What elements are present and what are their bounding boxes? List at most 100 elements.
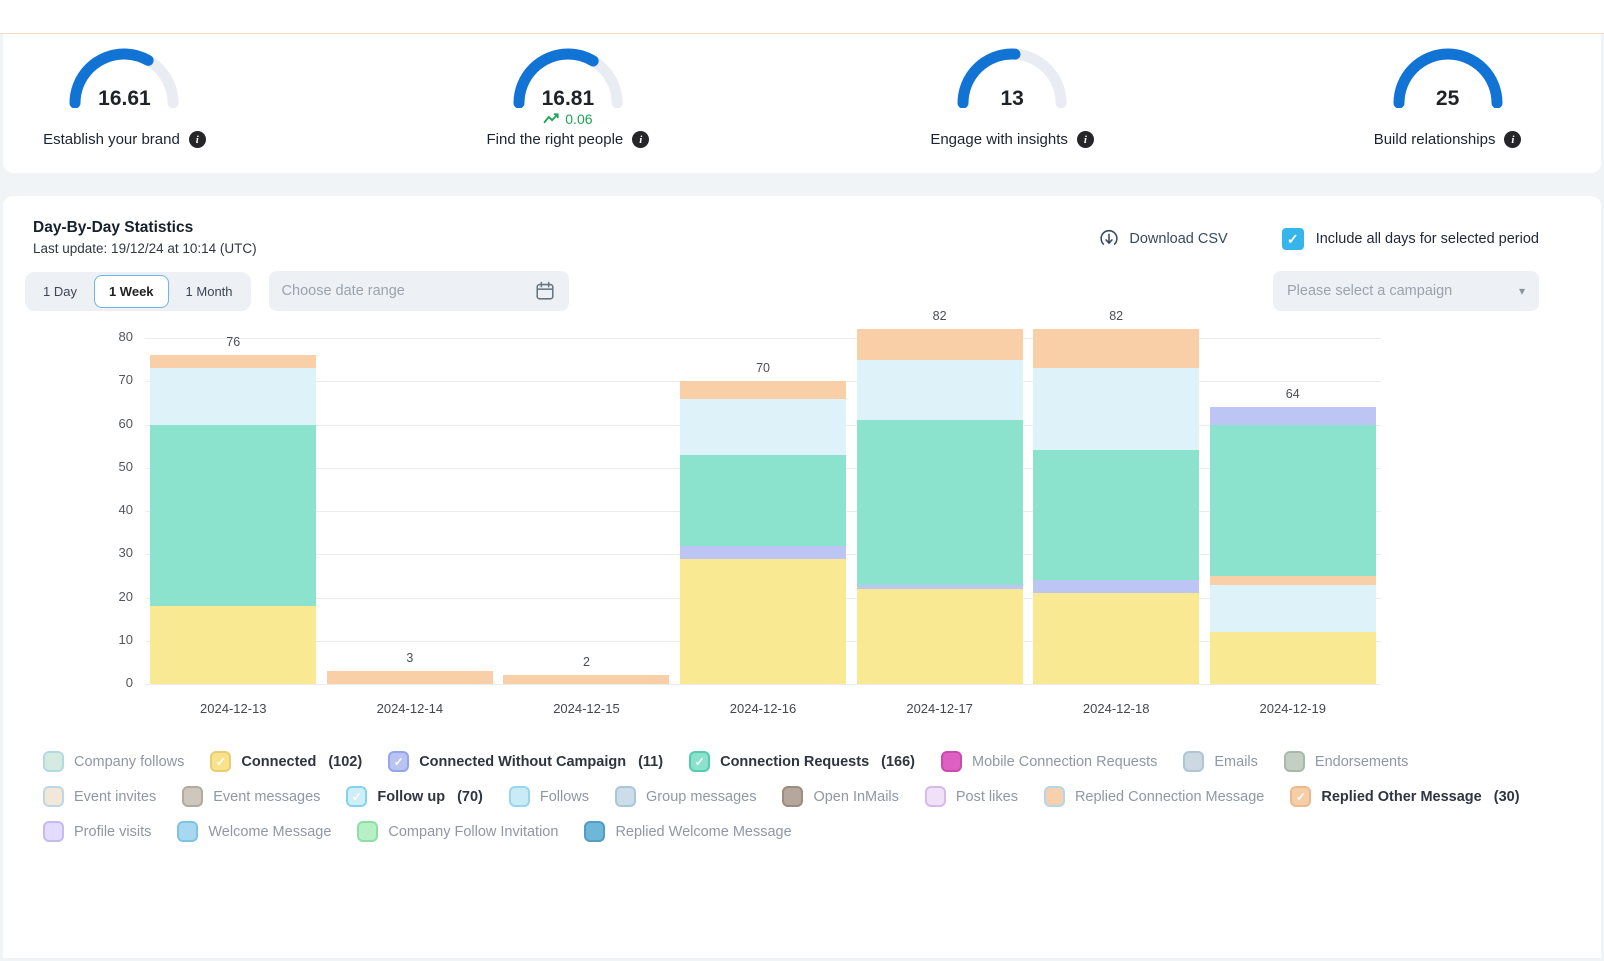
legend-item-follows[interactable]: Follows <box>508 786 590 807</box>
bar-segment-connected-without-campaign <box>856 584 1023 589</box>
checked-checkbox-icon[interactable] <box>388 751 410 772</box>
unchecked-checkbox-icon[interactable] <box>357 821 379 842</box>
info-icon[interactable] <box>632 131 650 148</box>
bar-stack <box>150 355 317 684</box>
y-axis-tick: 80 <box>118 329 133 344</box>
legend-item-company-follow-invitation[interactable]: Company Follow Invitation <box>357 821 558 842</box>
info-icon[interactable] <box>188 131 206 148</box>
checked-checkbox-icon[interactable] <box>1290 786 1312 807</box>
checked-checkbox-icon[interactable] <box>689 751 711 772</box>
legend-row: Company follows Connected (102) Connected W… <box>43 751 1601 772</box>
y-axis-tick: 20 <box>118 588 133 604</box>
bar-column-2024-12-14[interactable]: 3 2024-12-14 <box>322 338 499 724</box>
bar-segment-replied-other-message <box>680 381 846 399</box>
legend-item-welcome-message[interactable]: Welcome Message <box>177 821 331 842</box>
unchecked-checkbox-icon[interactable] <box>43 751 64 772</box>
bar-segment-connected <box>1033 593 1200 684</box>
unchecked-checkbox-icon[interactable] <box>924 786 946 807</box>
legend-item-mobile-connection-requests[interactable]: Mobile Connection Requests <box>941 751 1157 772</box>
legend-item-group-messages[interactable]: Group messages <box>615 786 756 807</box>
bar-column-2024-12-15[interactable]: 2 2024-12-15 <box>498 338 675 724</box>
unchecked-checkbox-icon[interactable] <box>43 821 64 842</box>
unchecked-checkbox-icon[interactable] <box>43 786 64 807</box>
legend-item-label: Replied Welcome Message <box>615 823 792 840</box>
campaign-select[interactable]: Please select a campaign <box>1273 271 1539 311</box>
bar-total-label: 76 <box>226 335 241 350</box>
legend-item-emails[interactable]: Emails <box>1183 751 1258 772</box>
unchecked-checkbox-icon[interactable] <box>782 786 804 807</box>
unchecked-checkbox-icon[interactable] <box>615 786 637 807</box>
period-button-1-week[interactable]: 1 Week <box>93 274 169 308</box>
legend-item-label: Replied Other Message <box>1321 788 1482 805</box>
legend-item-company-follows[interactable]: Company follows <box>43 751 184 772</box>
legend-item-event-messages[interactable]: Event messages <box>182 786 320 807</box>
legend-item-count: (30) <box>1493 788 1520 805</box>
unchecked-checkbox-icon[interactable] <box>1043 786 1065 807</box>
legend-item-label: Event invites <box>74 788 157 805</box>
bar-segment-replied-other-message <box>1033 329 1200 369</box>
bar-column-2024-12-17[interactable]: 82 2024-12-17 <box>851 309 1028 724</box>
period-button-1-day[interactable]: 1 Day <box>28 275 92 308</box>
legend-item-label: Post likes <box>955 788 1018 805</box>
legend-item-count: (70) <box>457 788 483 805</box>
legend-item-label: Mobile Connection Requests <box>972 753 1158 770</box>
include-all-days-checkbox[interactable] <box>1281 228 1304 250</box>
gauge-label-row: Establish your brand <box>43 131 206 148</box>
gauge-value: 16.81 <box>541 87 595 110</box>
legend-item-label: Follow up <box>377 788 446 805</box>
chart-legend: Company follows Connected (102) Connected W… <box>43 751 1601 842</box>
unchecked-checkbox-icon[interactable] <box>584 821 606 842</box>
legend-item-follow-up[interactable]: Follow up (70) <box>346 786 483 807</box>
date-range-input[interactable]: Choose date range <box>268 271 569 311</box>
bar-segment-connected-without-campaign <box>1033 580 1200 594</box>
legend-item-open-inmails[interactable]: Open InMails <box>782 786 899 807</box>
bar-column-2024-12-13[interactable]: 76 2024-12-13 <box>145 335 322 724</box>
y-axis-tick: 10 <box>118 631 133 647</box>
unchecked-checkbox-icon[interactable] <box>1283 751 1305 772</box>
y-axis-tick: 30 <box>118 545 133 561</box>
unchecked-checkbox-icon[interactable] <box>177 821 199 842</box>
bar-total-label: 2 <box>582 655 590 670</box>
legend-item-post-likes[interactable]: Post likes <box>924 786 1018 807</box>
legend-item-label: Follows <box>539 788 590 805</box>
legend-item-label: Company Follow Invitation <box>388 823 559 840</box>
legend-item-connected-without-campaign[interactable]: Connected Without Campaign (11) <box>388 751 663 772</box>
legend-item-connected[interactable]: Connected (102) <box>210 751 362 772</box>
unchecked-checkbox-icon[interactable] <box>941 751 962 772</box>
legend-item-endorsements[interactable]: Endorsements <box>1283 751 1408 772</box>
legend-item-profile-visits[interactable]: Profile visits <box>43 821 151 842</box>
campaign-select-placeholder: Please select a campaign <box>1287 283 1453 299</box>
bar-column-2024-12-18[interactable]: 82 2024-12-18 <box>1028 309 1205 724</box>
ssi-gauges-section: 16.61 Establish your brand 16.810.06 Find t… <box>3 34 1601 173</box>
period-button-1-month[interactable]: 1 Month <box>171 275 248 308</box>
y-axis-tick: 0 <box>125 675 133 690</box>
legend-item-replied-other-message[interactable]: Replied Other Message (30) <box>1290 786 1520 807</box>
x-axis-label: 2024-12-13 <box>200 701 267 716</box>
legend-item-label: Replied Connection Message <box>1074 788 1265 805</box>
gauge-value: 25 <box>1435 87 1460 110</box>
unchecked-checkbox-icon[interactable] <box>508 786 530 807</box>
legend-item-replied-connection-message[interactable]: Replied Connection Message <box>1043 786 1265 807</box>
legend-item-connection-requests[interactable]: Connection Requests (166) <box>689 751 915 772</box>
bar-total-label: 3 <box>406 651 414 666</box>
unchecked-checkbox-icon[interactable] <box>182 786 204 807</box>
legend-item-label: Open InMails <box>813 788 899 805</box>
legend-item-event-invites[interactable]: Event invites <box>43 786 156 807</box>
bar-column-2024-12-19[interactable]: 64 2024-12-19 <box>1204 338 1381 724</box>
card-header-right: Download CSV Include all days for select… <box>1098 228 1539 250</box>
download-csv-button[interactable]: Download CSV <box>1098 228 1228 250</box>
info-icon[interactable] <box>1504 131 1522 148</box>
legend-row: Profile visits Welcome Message Company Fol… <box>43 821 1601 842</box>
bar-segment-replied-other-message <box>503 675 670 684</box>
legend-item-label: Group messages <box>646 788 757 805</box>
checked-checkbox-icon[interactable] <box>210 751 232 772</box>
bar-segment-connected <box>680 558 846 684</box>
bar-column-2024-12-16[interactable]: 70 2024-12-16 <box>675 338 852 724</box>
include-all-days-label: Include all days for selected period <box>1315 231 1539 247</box>
legend-item-replied-welcome-message[interactable]: Replied Welcome Message <box>584 821 792 842</box>
legend-item-label: Company follows <box>74 753 185 770</box>
unchecked-checkbox-icon[interactable] <box>1183 751 1205 772</box>
info-icon[interactable] <box>1076 131 1094 148</box>
y-axis-tick: 60 <box>118 415 133 431</box>
checked-checkbox-icon[interactable] <box>346 786 368 807</box>
